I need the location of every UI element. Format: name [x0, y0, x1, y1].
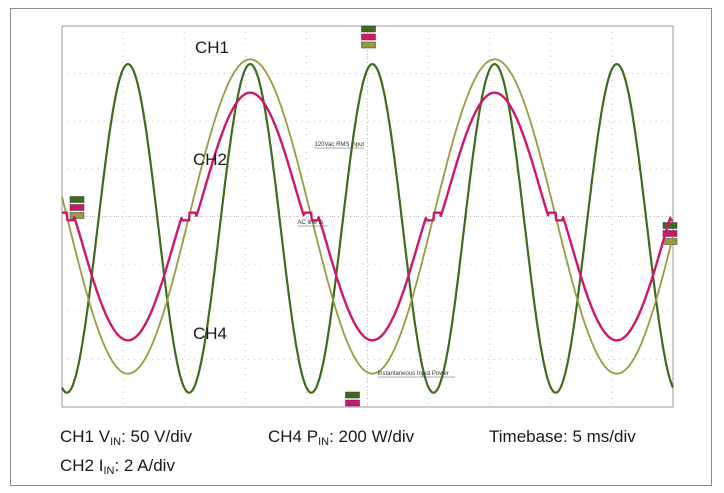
ch2-marker-right [662, 230, 678, 237]
oscilloscope-plot: 120Vac RMS input AC line in Instantaneous … [61, 25, 678, 408]
ch4-marker-left [69, 196, 85, 203]
ch1-trace [61, 58, 674, 375]
annotation-label: Instantaneous Input Power [378, 371, 449, 377]
caption-ch4-post: : 200 W/div [329, 427, 415, 446]
caption-ch4-sub: IN [318, 436, 330, 448]
caption-ch4: CH4 PIN: 200 W/div [268, 427, 414, 448]
caption-timebase: Timebase: 5 ms/div [489, 427, 636, 446]
ch2-trace [61, 91, 674, 342]
caption-ch4-pre: CH4 P [268, 427, 319, 446]
ch1-marker-left [69, 212, 85, 219]
scope-grid [61, 25, 674, 408]
ch2-marker-left [69, 204, 85, 211]
scope-traces [61, 58, 675, 394]
ch4-trace-label: CH4 [193, 324, 227, 343]
caption-ch2-sub: IN [103, 465, 115, 477]
trigger-marker-3 [361, 41, 376, 49]
ref-marker-1 [345, 391, 360, 399]
caption-ch1-sub: IN [110, 436, 122, 448]
annotation-label: AC line in [298, 220, 324, 226]
caption-ch1-pre: CH1 V [60, 427, 111, 446]
trigger-marker-2 [361, 33, 376, 41]
caption-ch2-pre: CH2 I [60, 456, 104, 475]
caption-ch2: CH2 IIN: 2 A/div [60, 456, 175, 477]
caption-ch2-post: : 2 A/div [114, 456, 175, 475]
ch1-trace-label: CH1 [195, 38, 229, 57]
annotation-label: 120Vac RMS input [315, 142, 365, 148]
trigger-marker-1 [361, 25, 376, 33]
ch4-marker-right [662, 222, 678, 229]
scope-annotations: 120Vac RMS input AC line in Instantaneous … [297, 142, 455, 378]
ch2-trace-label: CH2 [193, 150, 227, 169]
caption-ch1: CH1 VIN: 50 V/div [60, 427, 192, 448]
ch1-marker-right [662, 238, 678, 245]
figure-frame: 120Vac RMS input AC line in Instantaneous … [10, 8, 712, 486]
grid-border [61, 25, 674, 408]
ch4-trace [61, 62, 675, 394]
channel-markers [69, 25, 678, 407]
caption-ch1-post: : 50 V/div [121, 427, 192, 446]
ref-marker-2 [345, 399, 360, 407]
